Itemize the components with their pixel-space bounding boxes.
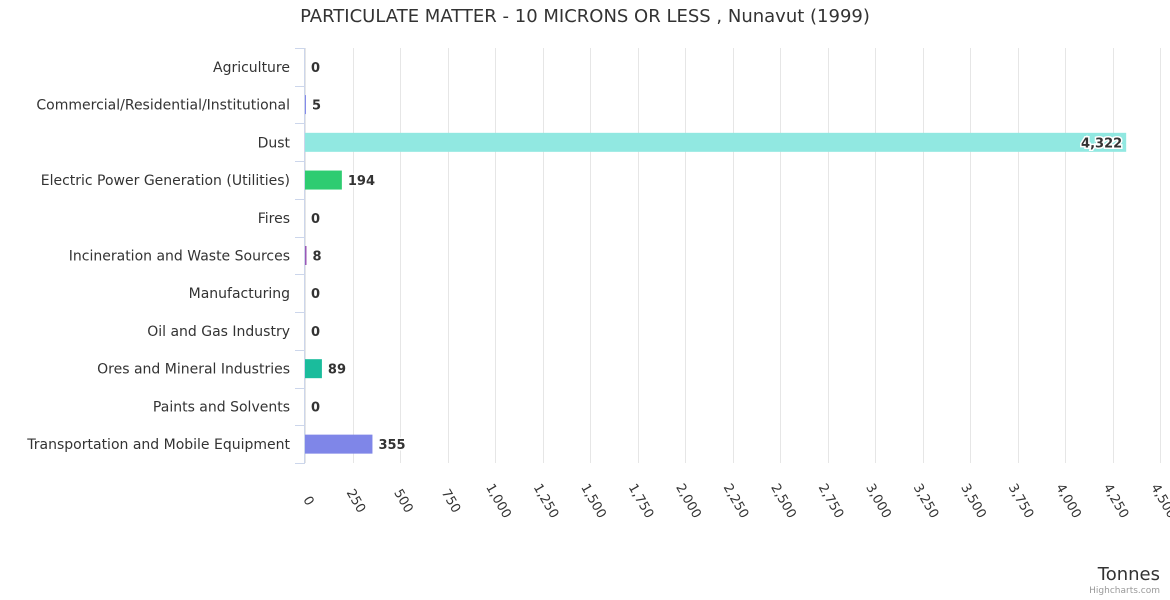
x-tick-label: 1,000 <box>482 481 514 521</box>
y-tick-label: Oil and Gas Industry <box>147 324 290 340</box>
x-tick-label: 2,250 <box>720 481 752 521</box>
y-tick-label: Dust <box>258 135 291 151</box>
y-tick-label: Commercial/Residential/Institutional <box>36 98 290 114</box>
x-tick-label: 4,000 <box>1052 481 1084 521</box>
x-tick-label: 1,750 <box>625 481 657 521</box>
y-tick-label: Incineration and Waste Sources <box>69 249 290 265</box>
x-tick-label: 1,500 <box>577 481 609 521</box>
bar <box>305 246 307 265</box>
y-tick-label: Paints and Solvents <box>153 399 290 415</box>
data-label: 8 <box>313 250 322 265</box>
data-label: 0 <box>311 400 320 415</box>
y-tick-label: Agriculture <box>213 60 290 76</box>
x-axis-title: Tonnes <box>1097 564 1160 585</box>
x-tick-label: 3,750 <box>1005 481 1037 521</box>
x-tick-label: 750 <box>438 487 463 516</box>
bar <box>305 95 306 115</box>
y-tick-label: Ores and Mineral Industries <box>97 362 290 378</box>
data-label: 355 <box>378 438 405 453</box>
y-tick-label: Fires <box>258 211 290 227</box>
x-tick-label: 3,000 <box>862 481 894 521</box>
x-tick-label: 3,250 <box>910 481 942 521</box>
bar <box>305 359 322 379</box>
data-label: 0 <box>311 287 320 302</box>
x-tick-label: 500 <box>390 487 415 516</box>
bar <box>305 434 373 454</box>
credits-link[interactable]: Highcharts.com <box>1089 586 1160 596</box>
x-tick-label: 0 <box>299 494 316 509</box>
x-tick-label: 250 <box>343 487 368 516</box>
x-tick-label: 1,250 <box>530 481 562 521</box>
y-tick-label: Manufacturing <box>189 286 290 302</box>
chart-title: PARTICULATE MATTER - 10 MICRONS OR LESS … <box>300 6 870 27</box>
bar <box>305 132 1127 152</box>
x-tick-label: 2,750 <box>815 481 847 521</box>
data-label: 0 <box>311 325 320 340</box>
y-tick-label: Transportation and Mobile Equipment <box>26 437 290 453</box>
data-label: 5 <box>312 99 321 114</box>
x-tick-label: 4,500 <box>1147 481 1170 521</box>
data-label: 0 <box>311 212 320 227</box>
data-label: 0 <box>311 61 320 76</box>
y-tick-label: Electric Power Generation (Utilities) <box>41 173 290 189</box>
bar <box>305 170 342 190</box>
x-tick-label: 2,500 <box>767 481 799 521</box>
data-label: 4,322 <box>1081 136 1122 151</box>
x-tick-label: 3,500 <box>957 481 989 521</box>
x-tick-label: 2,000 <box>672 481 704 521</box>
x-tick-label: 4,250 <box>1100 481 1132 521</box>
data-label: 194 <box>348 174 375 189</box>
data-label: 89 <box>328 363 346 378</box>
